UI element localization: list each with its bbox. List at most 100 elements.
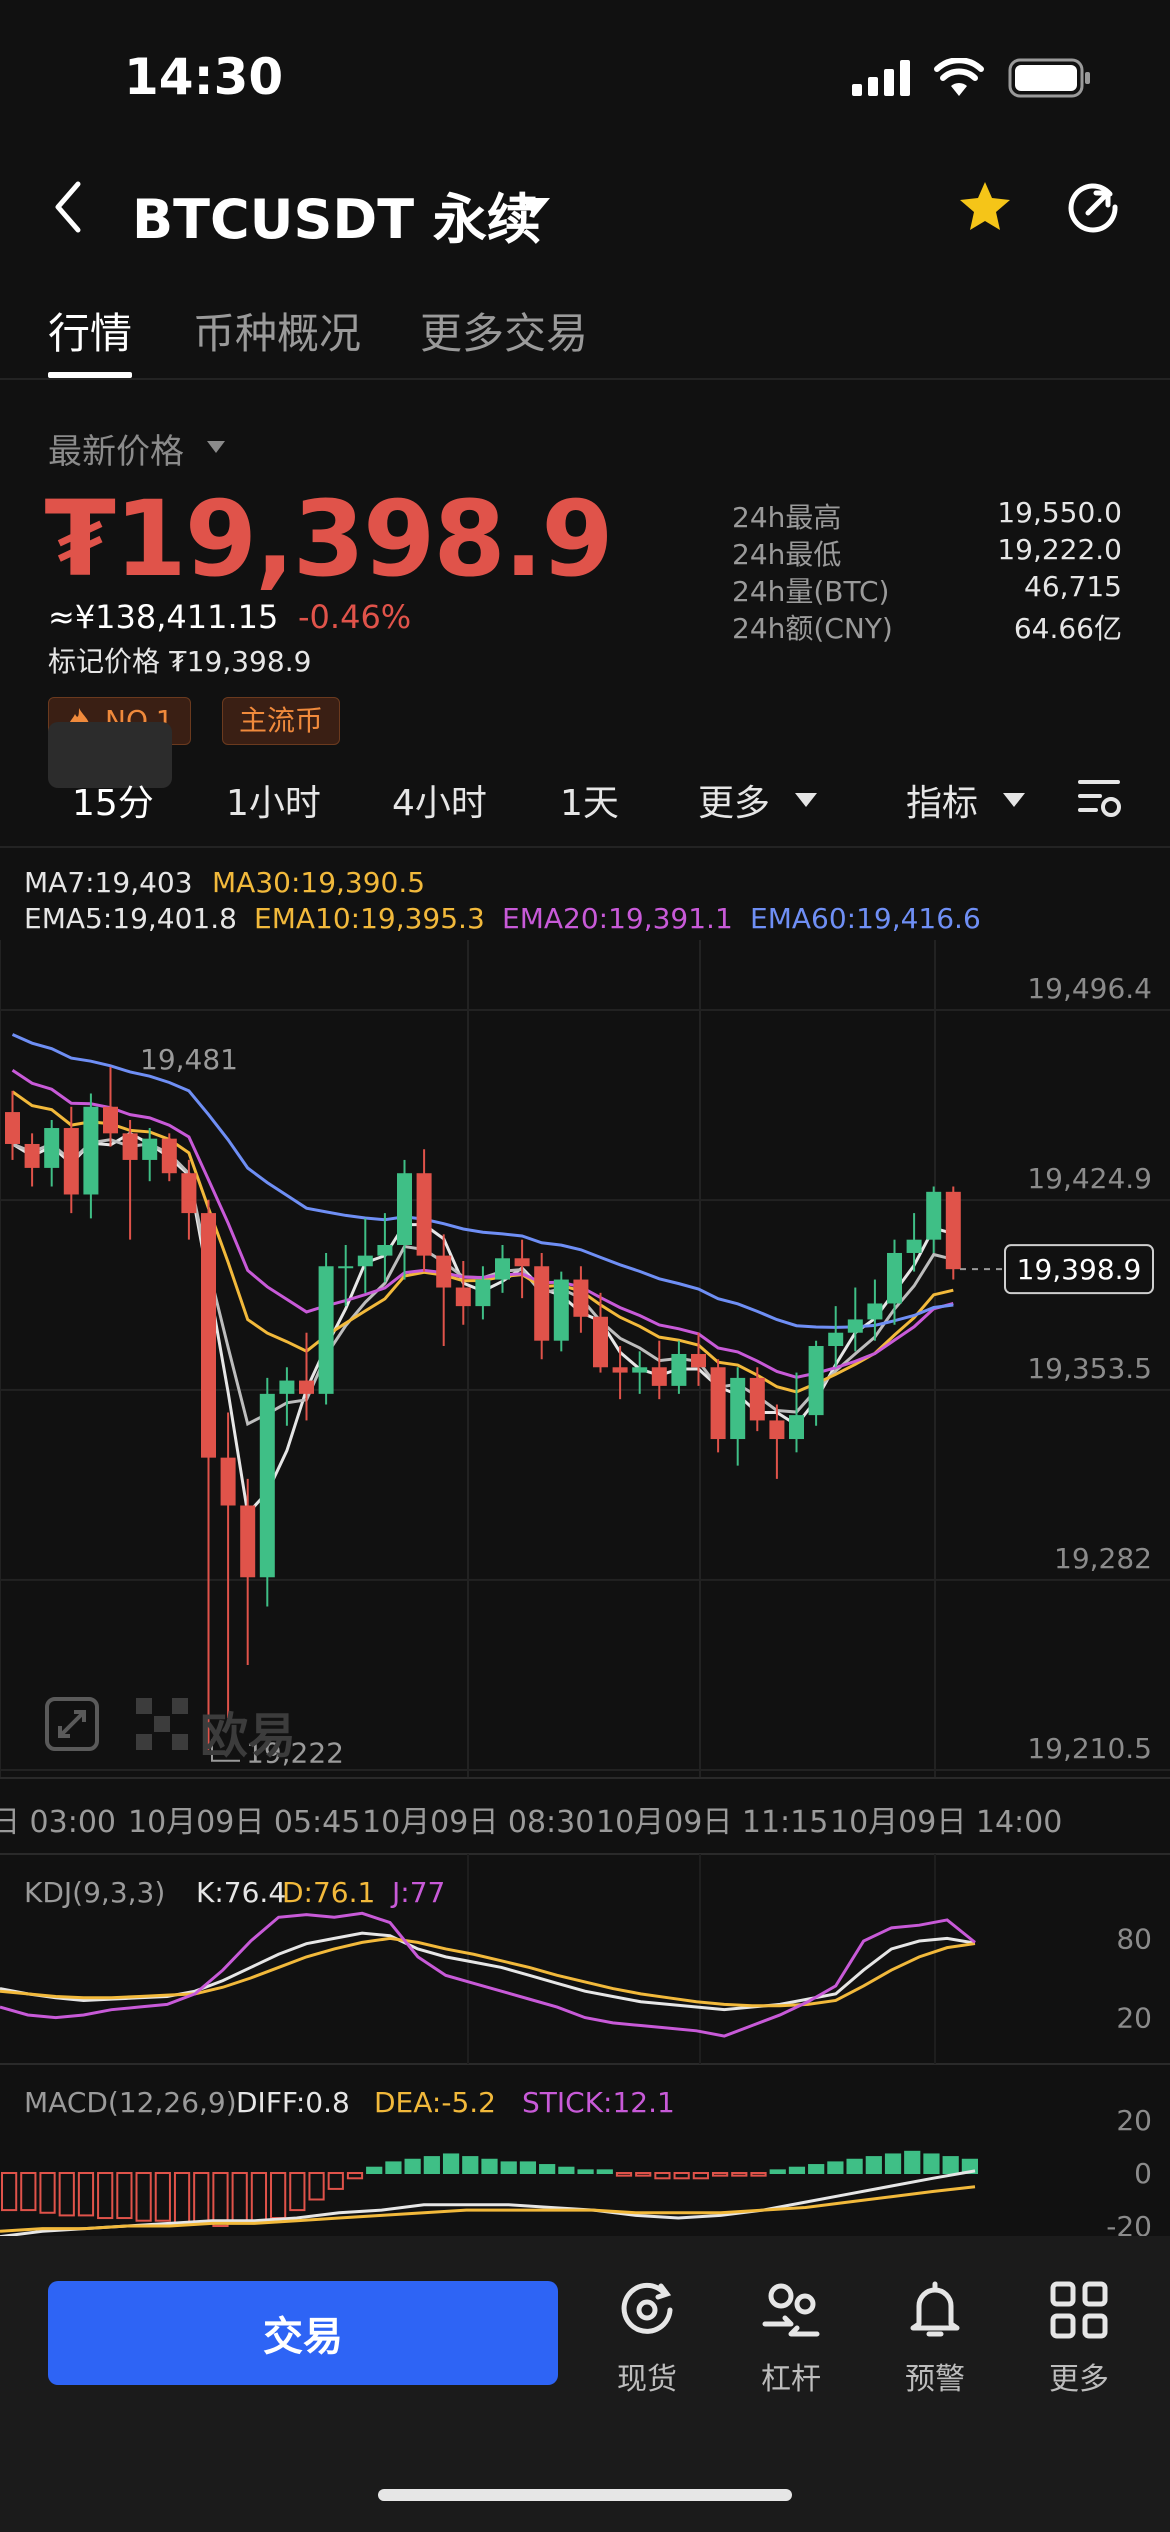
candle-body (808, 1346, 824, 1416)
macd-legend-name: MACD(12,26,9) (24, 2086, 237, 2119)
macd-histogram-bar (615, 2172, 633, 2177)
macd-histogram-bar (97, 2172, 114, 2220)
macd-histogram-bar (116, 2172, 133, 2220)
candle-body (279, 1380, 295, 1394)
macd-histogram-bar (58, 2172, 75, 2217)
candle-body (416, 1173, 432, 1256)
caret-down-small-icon[interactable] (206, 440, 226, 454)
macd-histogram-bar (711, 2172, 729, 2177)
x-tick-label: 10月09日 14:00 (830, 1805, 1062, 1840)
macd-histogram-bar (500, 2161, 517, 2175)
nav-spot[interactable]: 现货 (592, 2280, 702, 2398)
current-price-label: 19,398.9 (1017, 1253, 1142, 1286)
candle-body (769, 1420, 785, 1440)
y-tick-label: 19,496.4 (1027, 972, 1152, 1005)
signal-icon (852, 60, 910, 96)
candle-body (44, 1128, 60, 1168)
caret-down-icon[interactable] (518, 195, 552, 219)
ma7-line (11, 1131, 954, 1517)
candle-body (397, 1173, 412, 1245)
ema20-line (11, 1069, 954, 1379)
macd-histogram-bar (289, 2172, 306, 2212)
kdj-k-line (0, 1931, 976, 2012)
candle-body (691, 1353, 706, 1368)
timeframe-more[interactable]: 更多 (698, 783, 771, 824)
macd-histogram-bar (20, 2172, 37, 2212)
kline-chart[interactable]: 19,496.4 19,424.9 19,353.5 19,282 19,210.5 日 … (0, 940, 1170, 2236)
trade-button[interactable]: 交易 (48, 2281, 558, 2385)
candle-body (495, 1258, 510, 1280)
favorite-star-icon[interactable] (958, 180, 1012, 232)
nav-spot-label: 现货 (617, 2362, 677, 2397)
timeframe-active-bg (48, 722, 172, 788)
stat-24h-turnover: 24h额(CNY) 64.66亿 (732, 607, 1122, 647)
candle-body (63, 1128, 79, 1195)
candle-body (730, 1377, 746, 1440)
macd-histogram-bar (481, 2158, 498, 2174)
kdj-d-line (0, 1936, 976, 2008)
timeframe-1h[interactable]: 1小时 (226, 783, 321, 824)
stat-value: 19,550.0 (997, 496, 1122, 529)
price-cny: ≈¥138,411.15 (48, 598, 279, 636)
macd-histogram-bar (673, 2172, 690, 2180)
candle-body (103, 1106, 118, 1134)
candle-body (534, 1266, 550, 1341)
macd-histogram-bar (346, 2172, 364, 2180)
stat-label: 24h最低 (732, 538, 842, 571)
macd-histogram-bar (827, 2161, 844, 2175)
macd-dea-line (0, 2185, 976, 2233)
grid-icon (1050, 2281, 1108, 2339)
legend-ema20: EMA20:19,391.1 (502, 902, 733, 935)
mainstream-badge[interactable]: 主流币 (222, 697, 341, 745)
macd-histogram-bar (577, 2169, 594, 2174)
candle-body (553, 1279, 569, 1341)
stat-label: 24h量(BTC) (732, 575, 890, 608)
nav-alert[interactable]: 预警 (880, 2280, 990, 2398)
y-tick-label: 19,210.5 (1027, 1732, 1152, 1765)
macd-histogram-bar (154, 2172, 171, 2222)
kdj-j-line (0, 1911, 976, 2038)
macd-histogram-bar (385, 2161, 402, 2175)
legend-ema5: EMA5:19,401.8 (24, 902, 237, 935)
share-refresh-icon[interactable] (1066, 180, 1120, 234)
bell-icon (910, 2281, 960, 2337)
macd-histogram-bar (788, 2166, 806, 2174)
chart-settings-icon[interactable] (1078, 776, 1122, 820)
candle-body (357, 1255, 373, 1267)
timeframe-4h[interactable]: 4小时 (392, 783, 487, 824)
candle-body (201, 1213, 216, 1458)
candle-body (259, 1393, 275, 1578)
stat-value: 46,715 (1024, 570, 1122, 603)
nav-more[interactable]: 更多 (1024, 2280, 1134, 2398)
back-icon[interactable] (52, 180, 84, 234)
macd-histogram-bar (193, 2172, 210, 2225)
macd-histogram-bar (846, 2158, 863, 2174)
fullscreen-icon[interactable] (44, 1696, 100, 1752)
tab-coin-overview[interactable]: 币种概况 (193, 309, 362, 358)
caret-down-icon[interactable] (794, 792, 818, 808)
timeframe-1d[interactable]: 1天 (560, 783, 619, 824)
tab-market[interactable]: 行情 (48, 309, 133, 358)
macd-histogram-bar (404, 2158, 421, 2174)
caret-down-icon[interactable] (1002, 792, 1026, 808)
okx-logo-icon (136, 1698, 188, 1750)
macd-y-tick: -20 (1106, 2210, 1152, 2236)
macd-histogram-bar (596, 2169, 613, 2174)
high-annotation: 19,481 (140, 1043, 238, 1076)
macd-histogram-bar (923, 2153, 940, 2174)
macd-histogram-bar (1, 2172, 18, 2212)
page-title[interactable]: BTCUSDT 永续 (132, 188, 541, 251)
timeframe-15m[interactable]: 15分 (72, 783, 154, 824)
candle-body (945, 1191, 961, 1270)
mark-price: 标记价格 ₮19,398.9 (48, 645, 312, 678)
macd-histogram-bar (654, 2172, 671, 2180)
candle-body (161, 1138, 177, 1174)
macd-legend-dea: DEA:-5.2 (374, 2086, 496, 2119)
stat-value: 64.66亿 (1013, 612, 1122, 645)
macd-histogram-bar (250, 2172, 268, 2222)
kdj-legend-name: KDJ(9,3,3) (24, 1876, 166, 1909)
nav-leverage[interactable]: 杠杆 (736, 2280, 846, 2398)
indicator-menu[interactable]: 指标 (906, 783, 979, 824)
tab-more-trade[interactable]: 更多交易 (420, 309, 589, 358)
last-price-label[interactable]: 最新价格 (48, 432, 184, 472)
